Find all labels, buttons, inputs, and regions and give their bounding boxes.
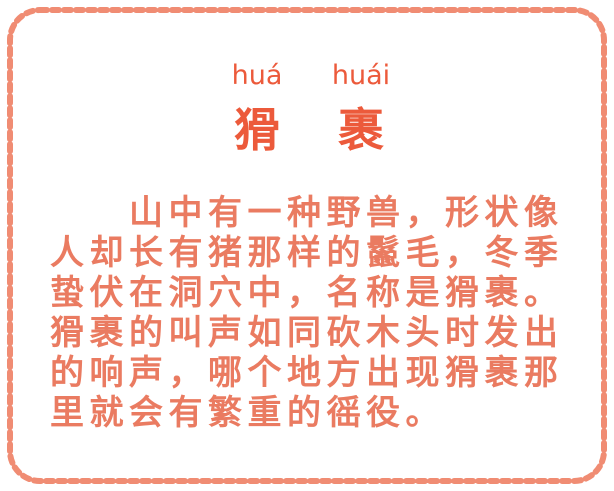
pinyin-1: huá [231,60,283,91]
pinyin-2: huái [331,60,391,91]
body-line-3: 蛰伏在洞穴中，名称是猾裹。 [50,273,564,313]
body-line-4: 猾裹的叫声如同砍木头时发出 [50,313,564,353]
title-column-1: huá 猾 [207,60,307,157]
body-line-1: 山中有一种野兽，形状像 [129,193,564,233]
title-character-1: 猾 [234,103,280,157]
body-line-6: 里就会有繁重的徭役。 [50,393,445,433]
body-line-2: 人却长有猪那样的鬣毛，冬季 [50,233,564,273]
title-character-2: 裹 [338,103,384,157]
body-paragraph: 山中有一种野兽，形状像 人却长有猪那样的鬣毛，冬季 蛰伏在洞穴中，名称是猾裹。 … [50,193,580,433]
title-column-2: huái 裹 [311,60,411,157]
body-line-5: 的响声，哪个地方出现猾裹那 [50,353,564,393]
